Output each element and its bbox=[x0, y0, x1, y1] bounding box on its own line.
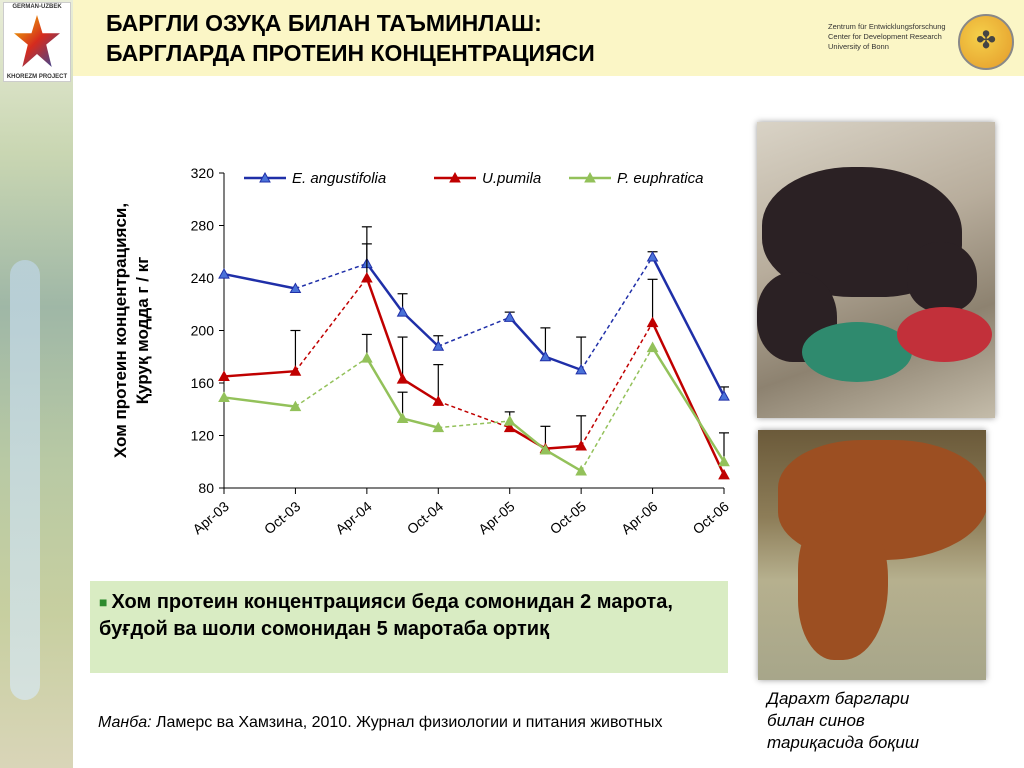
title-line-2: БАРГЛАРДА ПРОТЕИН КОНЦЕНТРАЦИЯСИ bbox=[106, 40, 595, 66]
zef-logo-icon: ✤ bbox=[958, 14, 1014, 70]
data-point bbox=[289, 282, 302, 293]
series-line-segment bbox=[508, 316, 547, 358]
x-tick-label: Oct-06 bbox=[689, 498, 732, 537]
note-box bbox=[90, 581, 728, 673]
data-point bbox=[539, 443, 552, 455]
data-point bbox=[646, 341, 659, 353]
series-line-segment bbox=[544, 448, 582, 473]
series-0 bbox=[218, 226, 730, 401]
data-point bbox=[646, 250, 659, 262]
data-point bbox=[575, 439, 587, 451]
series-dashed-segment bbox=[438, 316, 510, 347]
data-point bbox=[575, 363, 587, 375]
data-point bbox=[396, 412, 409, 423]
star-icon bbox=[14, 15, 60, 67]
series-line-segment bbox=[545, 444, 582, 450]
series-line-segment bbox=[365, 277, 404, 380]
x-tick-label: Apr-03 bbox=[189, 498, 232, 537]
series-line-segment bbox=[651, 256, 726, 397]
data-point bbox=[503, 415, 516, 426]
data-point bbox=[718, 390, 730, 401]
series-line-segment bbox=[223, 369, 296, 378]
data-point bbox=[503, 421, 516, 433]
x-tick-label: Oct-03 bbox=[261, 498, 304, 537]
photo-caption: Дарахт барглари билан синов тариқасида б… bbox=[767, 689, 919, 752]
series-line-segment bbox=[544, 355, 582, 372]
x-tick-label: Apr-04 bbox=[332, 498, 375, 537]
series-1 bbox=[218, 243, 730, 480]
data-point bbox=[218, 370, 230, 381]
sheep-photo bbox=[757, 122, 995, 418]
data-point bbox=[361, 271, 373, 283]
data-point bbox=[432, 395, 445, 406]
series-dashed-segment bbox=[438, 420, 510, 429]
series-line-segment bbox=[508, 420, 547, 451]
data-point bbox=[432, 340, 445, 351]
series-dashed-segment bbox=[580, 347, 654, 472]
series-dashed-segment bbox=[294, 277, 368, 372]
zef-text: Zentrum für Entwicklungsforschung Center… bbox=[828, 22, 946, 51]
y-tick-label: 240 bbox=[191, 270, 215, 286]
data-point bbox=[396, 373, 409, 384]
y-axis-label-line-1: Хом протеин концентрацияси, bbox=[111, 203, 130, 458]
series-line-segment bbox=[223, 272, 296, 290]
legend-marker bbox=[584, 171, 596, 183]
series-line-segment bbox=[651, 346, 726, 463]
protein-chart: 80 120 160 200 240 280 320 Apr-03 Oct-03 Apr-04 Oc… bbox=[111, 165, 732, 537]
cow-photo bbox=[758, 430, 986, 680]
data-point bbox=[289, 400, 302, 412]
y-axis-label: Хом протеин концентрацияси, Қуруқ модда г… bbox=[111, 203, 152, 458]
data-point bbox=[218, 268, 230, 279]
decorative-sidebar bbox=[0, 0, 73, 768]
series-line-segment bbox=[365, 357, 404, 420]
project-logo: GERMAN-UZBEK KHOREZM PROJECT bbox=[3, 2, 71, 82]
note-text: ■ Хом протеин концентрацияси беда сомонид… bbox=[99, 591, 673, 640]
x-tick-label: Oct-04 bbox=[404, 498, 447, 537]
series-dashed-segment bbox=[438, 400, 510, 429]
x-tick-label: Apr-05 bbox=[475, 498, 518, 537]
slide-title: БАРГЛИ ОЗУҚА БИЛАН ТАЪМИНЛАШ: БАРГЛАРДА … bbox=[106, 8, 746, 68]
data-point bbox=[575, 464, 587, 476]
data-point bbox=[503, 311, 516, 322]
series-line-segment bbox=[402, 417, 439, 429]
data-point bbox=[432, 421, 445, 433]
y-tick-label: 80 bbox=[198, 480, 214, 496]
y-tick-label: 160 bbox=[191, 375, 215, 391]
title-line-1: БАРГЛИ ОЗУҚА БИЛАН ТАЪМИНЛАШ: bbox=[106, 10, 542, 36]
series-dashed-segment bbox=[580, 322, 654, 447]
data-point bbox=[718, 468, 730, 480]
y-tick-label: 200 bbox=[191, 323, 215, 339]
series-line-segment bbox=[401, 311, 440, 348]
y-tick-label: 280 bbox=[191, 218, 215, 234]
data-point bbox=[396, 306, 409, 317]
series-line-segment bbox=[223, 396, 296, 408]
series-dashed-segment bbox=[295, 262, 368, 290]
data-point bbox=[539, 350, 552, 362]
y-tick-label: 320 bbox=[191, 165, 215, 181]
data-point bbox=[361, 352, 373, 363]
bullet-icon: ■ bbox=[99, 594, 108, 610]
river-image bbox=[10, 260, 40, 700]
x-tick-label: Apr-06 bbox=[618, 498, 661, 537]
y-axis-label-line-2: Қуруқ модда г / кг bbox=[133, 257, 152, 405]
x-tick-label: Oct-05 bbox=[547, 498, 590, 537]
series-line-segment bbox=[365, 262, 404, 313]
legend-marker bbox=[449, 171, 461, 183]
legend-marker bbox=[259, 171, 271, 183]
source-citation: Манба: Ламерс ва Хамзина, 2010. Журнал ф… bbox=[98, 714, 663, 731]
y-tick-label: 120 bbox=[191, 428, 215, 444]
series-line-segment bbox=[401, 378, 439, 403]
data-point bbox=[646, 316, 659, 328]
legend-label: E. angustifolia bbox=[292, 170, 386, 187]
series-dashed-segment bbox=[295, 357, 368, 408]
data-point bbox=[289, 365, 302, 376]
legend-label: U.pumila bbox=[482, 170, 541, 187]
series-dashed-segment bbox=[580, 256, 654, 371]
series-2 bbox=[218, 333, 730, 476]
data-point bbox=[218, 391, 230, 402]
series-line-segment bbox=[651, 322, 726, 476]
title-band bbox=[73, 0, 1024, 76]
data-point bbox=[718, 455, 730, 467]
legend-label: P. euphratica bbox=[617, 170, 703, 187]
